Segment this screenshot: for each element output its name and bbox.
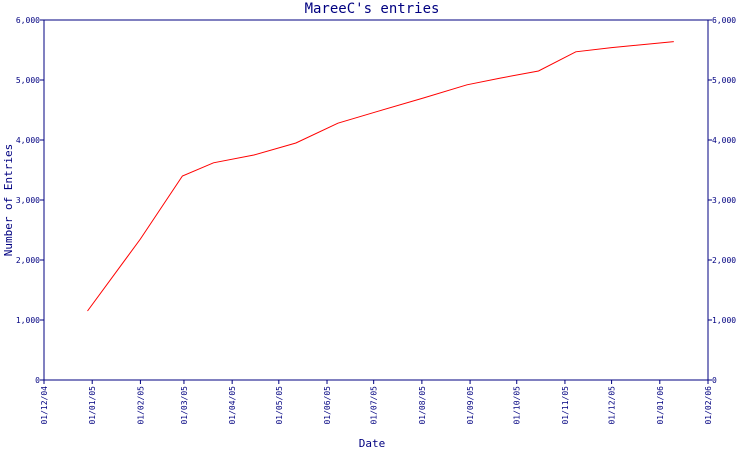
- y-tick-label-right: 2,000: [712, 256, 736, 265]
- x-tick-label: 01/06/05: [323, 386, 332, 425]
- plot-frame: [43, 19, 709, 381]
- x-tick-label: 01/05/05: [275, 386, 284, 425]
- y-tick-label-left: 3,000: [16, 196, 40, 205]
- y-tick-label-left: 1,000: [16, 316, 40, 325]
- y-tick-label-left: 4,000: [16, 136, 40, 145]
- y-tick-label-right: 6,000: [712, 16, 736, 25]
- x-tick-label: 01/03/05: [180, 386, 189, 425]
- x-tick-label: 01/11/05: [561, 386, 570, 425]
- y-tick-label-left: 0: [35, 376, 40, 385]
- x-tick-label: 01/08/05: [418, 386, 427, 425]
- x-tick-label: 01/01/06: [656, 386, 665, 425]
- y-tick-label-left: 2,000: [16, 256, 40, 265]
- x-tick-label: 01/04/05: [228, 386, 237, 425]
- series-layer: [87, 41, 674, 312]
- x-axis-label: Date: [359, 437, 386, 450]
- y-tick-label-right: 4,000: [712, 136, 736, 145]
- series-line: [87, 41, 674, 312]
- y-tick-label-right: 3,000: [712, 196, 736, 205]
- y-tick-label-right: 5,000: [712, 76, 736, 85]
- x-tick-label: 01/01/05: [88, 386, 97, 425]
- y-tick-label-left: 5,000: [16, 76, 40, 85]
- x-tick-label: 01/09/05: [466, 386, 475, 425]
- y-tick-label-right: 0: [712, 376, 717, 385]
- y-axis-label: Number of Entries: [2, 144, 15, 257]
- y-axis-left: 0 1,000 2,000 3,000 4,000 5,000 6,000: [16, 16, 44, 385]
- x-tick-label: 01/12/05: [608, 386, 617, 425]
- x-axis: 01/12/04 01/01/05 01/02/05 01/03/05 01/04/05…: [40, 380, 713, 425]
- x-tick-label: 01/07/05: [370, 386, 379, 425]
- x-tick-label: 01/12/04: [40, 386, 49, 425]
- y-tick-label-right: 1,000: [712, 316, 736, 325]
- y-tick-label-left: 6,000: [16, 16, 40, 25]
- x-tick-label: 01/02/05: [136, 386, 145, 425]
- y-axis-right: 0 1,000 2,000 3,000 4,000 5,000 6,000: [708, 16, 736, 385]
- x-tick-label: 01/02/06: [704, 386, 713, 425]
- x-tick-label: 01/10/05: [513, 386, 522, 425]
- chart-title: MareeC's entries: [305, 1, 440, 17]
